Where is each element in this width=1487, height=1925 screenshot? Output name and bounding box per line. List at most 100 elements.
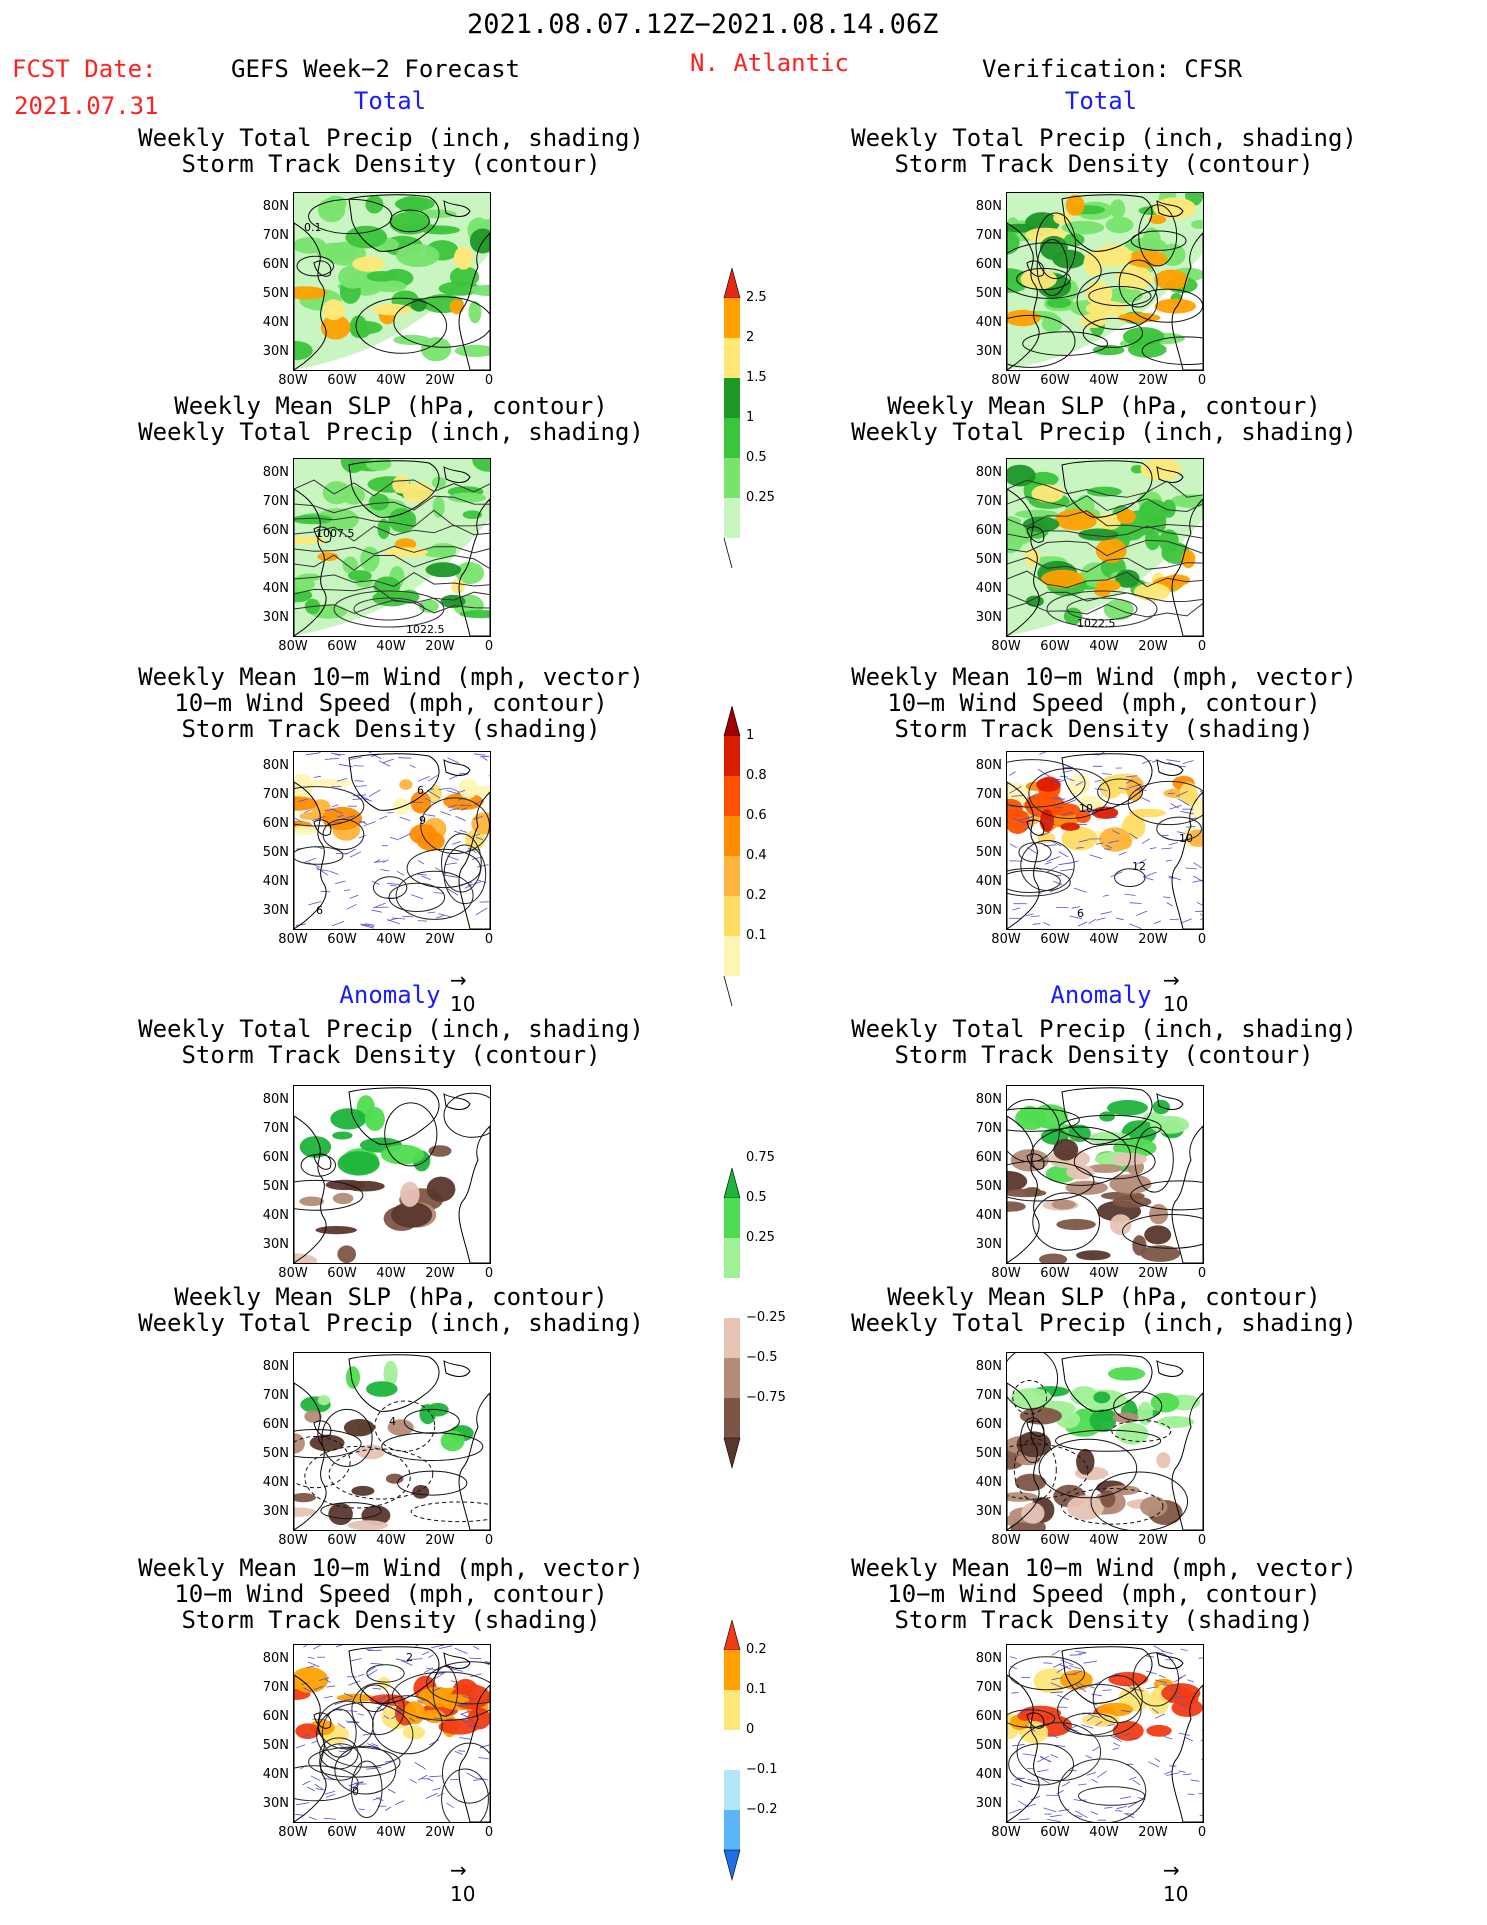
vector-ref-left-total: → 10 [450,968,475,1016]
left-total-header: Total [353,87,427,115]
lat-tick-label: 80N [262,1359,289,1374]
lon-tick-label: 20W [1138,639,1168,654]
lon-tick-label: 40W [1089,639,1119,654]
vector-ref-left-anom: → 10 [450,1858,475,1906]
lon-tick-label: 80W [278,1825,308,1840]
lon-tick-label: 60W [327,373,357,388]
vector-ref-value: 10 [1163,992,1189,1016]
panel-title-line: Storm Track Density (shading) [181,715,601,743]
lat-tick-label: 30N [975,1504,1002,1519]
lat-tick-label: 30N [262,610,289,625]
lat-tick-label: 70N [975,1388,1002,1403]
lat-tick-label: 50N [262,1738,289,1753]
lon-tick-label: 40W [376,1266,406,1281]
lon-tick-label: 40W [1089,1533,1119,1548]
colorbar-tick-label: 0.25 [746,490,775,505]
lat-tick-label: 50N [262,286,289,301]
lon-tick-label: 0 [1197,1266,1207,1281]
vector-arrow-icon: → [450,1858,467,1882]
lat-tick-label: 70N [975,494,1002,509]
lat-tick-label: 40N [262,874,289,889]
forecast-slp_precip-total-map: 1007.5 1022.5 [293,458,491,637]
contour-label: 1022.5 [406,623,445,636]
lon-tick-label: 60W [327,932,357,947]
lat-tick-label: 40N [975,1208,1002,1223]
lat-tick-label: 80N [262,1651,289,1666]
panel-title-line: Weekly Mean 10−m Wind (mph, vector) [851,663,1357,691]
lat-tick-label: 40N [262,315,289,330]
colorbar-tick-label: 0.2 [746,1642,767,1657]
lon-tick-label: 40W [376,1533,406,1548]
lon-tick-label: 60W [1040,932,1070,947]
panel-title-line: Weekly Mean SLP (hPa, contour) [887,392,1321,420]
lon-tick-label: 60W [327,639,357,654]
left-anomaly-header: Anomaly [339,981,441,1009]
lat-tick-label: 40N [975,1475,1002,1490]
vector-arrow-icon: → [450,968,467,992]
lon-tick-label: 60W [327,1825,357,1840]
lon-tick-label: 60W [1040,1533,1070,1548]
contour-label: 1022.5 [1077,617,1116,630]
lon-tick-label: 80W [991,1533,1021,1548]
lon-tick-label: 40W [376,932,406,947]
lon-tick-label: 0 [1197,373,1207,388]
contour-label: 10 [1179,832,1193,845]
lon-tick-label: 20W [1138,373,1168,388]
panel-title-line: 10−m Wind Speed (mph, contour) [174,689,608,717]
lat-tick-label: 80N [975,1359,1002,1374]
storm-density-colorbar: 0.1 0.2 0.4 0.6 0.8 1 [714,704,834,1016]
lat-tick-label: 40N [262,1208,289,1223]
lat-tick-label: 30N [262,903,289,918]
lat-tick-label: 60N [975,1417,1002,1432]
colorbar-tick-label: 0.4 [746,848,767,863]
lat-tick-label: 30N [262,1796,289,1811]
lat-tick-label: 50N [975,845,1002,860]
contour-label: 6 [417,784,424,797]
lat-tick-label: 80N [262,199,289,214]
lon-tick-label: 60W [1040,1266,1070,1281]
right-anomaly-header: Anomaly [1050,981,1152,1009]
lon-tick-label: 80W [278,932,308,947]
colorbar-tick-label: 0.5 [746,450,767,465]
verification-precip_storm-anomaly-map [1006,1085,1204,1264]
panel-title-line: Weekly Mean 10−m Wind (mph, vector) [851,1554,1357,1582]
lon-tick-label: 60W [1040,639,1070,654]
lat-tick-label: 40N [262,1767,289,1782]
vector-ref-right-total: → 10 [1163,968,1188,1016]
lat-tick-label: 30N [975,610,1002,625]
lat-tick-label: 50N [262,1179,289,1194]
lon-tick-label: 80W [991,1266,1021,1281]
lat-tick-label: 50N [262,1446,289,1461]
lon-tick-label: 80W [991,373,1021,388]
lat-tick-label: 80N [262,465,289,480]
contour-label: 12 [1132,860,1146,873]
verification-slp_precip-anomaly-map [1006,1352,1204,1531]
verification-precip_storm-total-map [1006,192,1204,371]
panel-title-line: Weekly Mean 10−m Wind (mph, vector) [138,1554,644,1582]
lat-tick-label: 70N [262,1680,289,1695]
lat-tick-label: 40N [975,315,1002,330]
panel-title-line: Weekly Total Precip (inch, shading) [851,418,1357,446]
lat-tick-label: 70N [262,228,289,243]
lat-tick-label: 50N [975,552,1002,567]
lon-tick-label: 40W [1089,373,1119,388]
colorbar-tick-label: 1 [746,410,755,425]
lon-tick-label: 40W [1089,1266,1119,1281]
region-title: N. Atlantic [690,49,849,77]
panel-title-line: Weekly Total Precip (inch, shading) [851,1015,1357,1043]
panel-title-line: Weekly Mean SLP (hPa, contour) [174,392,608,420]
contour-label: 6 [316,904,323,917]
lat-tick-label: 30N [975,1796,1002,1811]
colorbar-tick-label: 0.6 [746,808,767,823]
lat-tick-label: 60N [975,257,1002,272]
precip-anomaly-colorbar: −0.75 −0.5 −0.25 0.25 0.5 0.75 [714,1150,834,1478]
lon-tick-label: 20W [1138,1825,1168,1840]
colorbar-tick-label: 2.5 [746,290,767,305]
panel-title-line: Storm Track Density (contour) [181,1041,601,1069]
verification-wind_storm-total-map: 10 10 12 6 [1006,751,1204,930]
lon-tick-label: 20W [425,932,455,947]
contour-label: 2 [406,1651,413,1664]
colorbar-tick-label: 0.1 [746,928,767,943]
